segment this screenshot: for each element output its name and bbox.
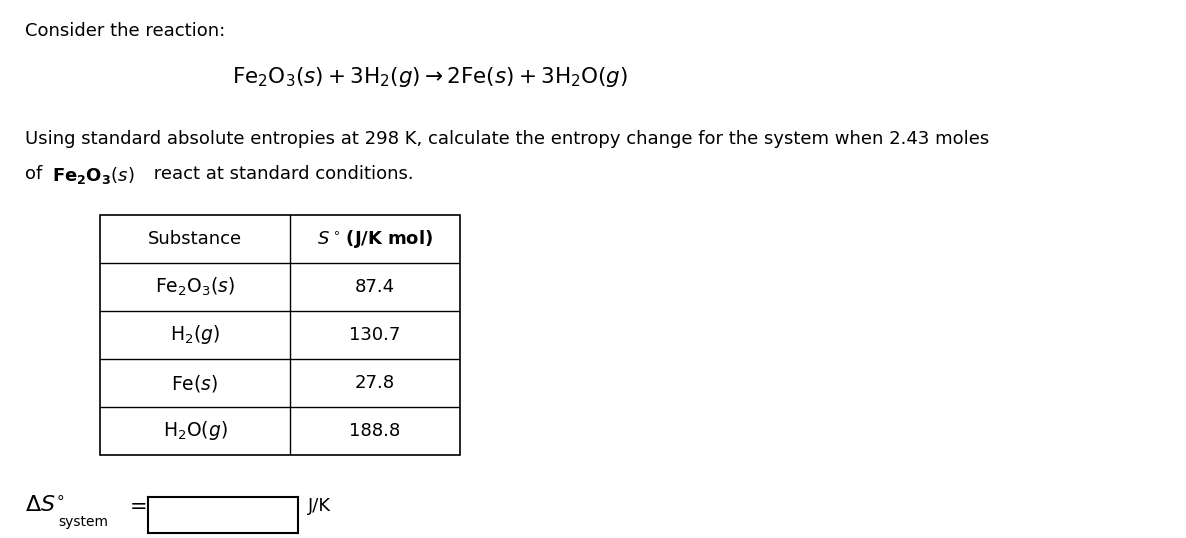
Text: Consider the reaction:: Consider the reaction:: [25, 22, 225, 40]
Text: 188.8: 188.8: [350, 422, 401, 440]
Text: 87.4: 87.4: [355, 278, 395, 296]
Text: $\Delta S^{\circ}$: $\Delta S^{\circ}$: [25, 495, 65, 516]
Text: 27.8: 27.8: [355, 374, 395, 392]
Text: $\mathrm{H_2}(g)$: $\mathrm{H_2}(g)$: [170, 323, 221, 346]
Text: $\mathbf{Fe_2O_3}(\mathit{s})$: $\mathbf{Fe_2O_3}(\mathit{s})$: [52, 165, 134, 186]
Text: of: of: [25, 165, 47, 183]
Text: J/K: J/K: [308, 497, 331, 515]
Text: $\mathrm{H_2O}(g)$: $\mathrm{H_2O}(g)$: [162, 420, 228, 442]
Text: Substance: Substance: [148, 230, 242, 248]
Text: $\mathrm{Fe_2O_3}(s)$: $\mathrm{Fe_2O_3}(s)$: [155, 276, 235, 298]
Text: system: system: [58, 515, 108, 529]
Text: $\mathrm{Fe}(s)$: $\mathrm{Fe}(s)$: [172, 372, 218, 393]
Text: $\mathrm{Fe_2O_3}(s) + 3\mathrm{H_2}(g) \rightarrow 2\mathrm{Fe}(s) + 3\mathrm{H: $\mathrm{Fe_2O_3}(s) + 3\mathrm{H_2}(g) …: [232, 65, 629, 89]
Text: 130.7: 130.7: [350, 326, 401, 344]
Text: Using standard absolute entropies at 298 K, calculate the entropy change for the: Using standard absolute entropies at 298…: [25, 130, 989, 148]
Text: $S^\circ\,\mathbf{(J/K\ mol)}$: $S^\circ\,\mathbf{(J/K\ mol)}$: [317, 228, 433, 250]
Text: =: =: [130, 497, 147, 517]
Text: react at standard conditions.: react at standard conditions.: [148, 165, 414, 183]
